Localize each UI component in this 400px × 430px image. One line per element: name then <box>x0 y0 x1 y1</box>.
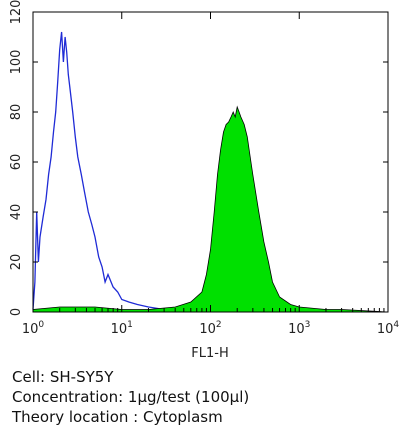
x-tick-label: 103 <box>288 320 310 337</box>
series-layer <box>32 31 389 313</box>
y-tick-label: 80 <box>9 104 24 121</box>
series-1-filled-histogram <box>32 105 389 313</box>
caption: Cell: SH-SY5Y Concentration: 1μg/test (1… <box>12 367 392 427</box>
histogram-chart: 0 20 40 60 80 100 120 100 101 102 103 104 FL1-H <box>9 0 400 360</box>
cell-line-label: Cell: SH-SY5Y <box>12 368 114 386</box>
y-tick-label: 20 <box>9 254 24 271</box>
y-tick-label: 60 <box>9 154 24 171</box>
x-tick-label: 104 <box>377 320 400 337</box>
x-tick-label: 100 <box>22 320 45 337</box>
x-tick-label: 101 <box>111 320 133 337</box>
concentration-label: Concentration: 1μg/test (100μl) <box>12 388 250 406</box>
x-axis-title: FL1-H <box>191 346 228 360</box>
theory-location-label: Theory location : Cytoplasm <box>12 408 223 426</box>
y-tick-label: 0 <box>9 308 24 316</box>
x-tick-label: 102 <box>199 320 221 337</box>
y-axis: 0 20 40 60 80 100 120 <box>9 0 388 316</box>
y-tick-label: 100 <box>9 50 24 75</box>
x-axis: 100 101 102 103 104 <box>22 12 400 337</box>
y-tick-label: 40 <box>9 204 24 221</box>
y-tick-label: 120 <box>9 0 24 24</box>
series-0-outline-histogram <box>32 31 211 311</box>
